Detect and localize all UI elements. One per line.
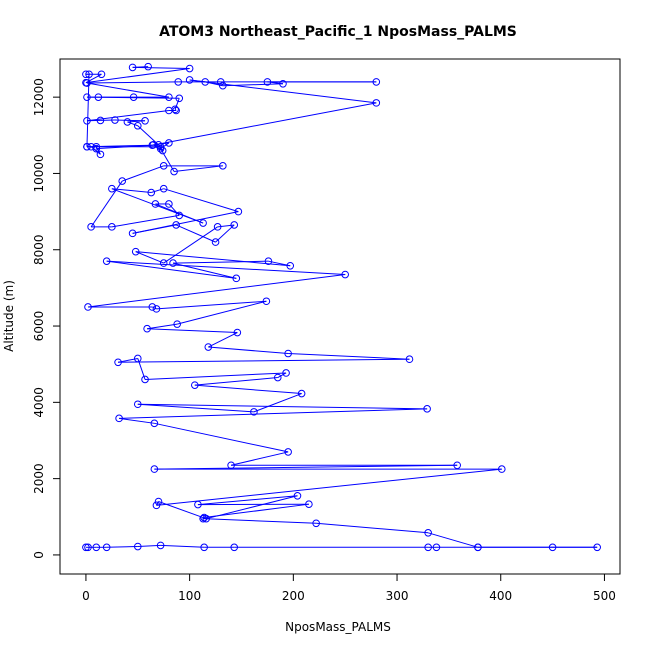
y-tick-label: 12000: [32, 78, 46, 116]
x-tick-label: 400: [489, 589, 512, 603]
y-tick-label: 0: [32, 551, 46, 559]
x-axis-label: NposMass_PALMS: [285, 620, 391, 634]
x-tick-label: 500: [593, 589, 616, 603]
y-tick-label: 6000: [32, 311, 46, 342]
y-axis-label: Altitude (m): [2, 280, 16, 352]
y-tick-label: 8000: [32, 234, 46, 265]
y-tick-label: 2000: [32, 463, 46, 494]
x-tick-label: 0: [82, 589, 90, 603]
x-tick-label: 300: [386, 589, 409, 603]
chart-title: ATOM3 Northeast_Pacific_1 NposMass_PALMS: [159, 24, 517, 40]
y-tick-label: 4000: [32, 387, 46, 418]
x-tick-label: 200: [282, 589, 305, 603]
x-tick-label: 100: [178, 589, 201, 603]
y-tick-label: 10000: [32, 154, 46, 192]
